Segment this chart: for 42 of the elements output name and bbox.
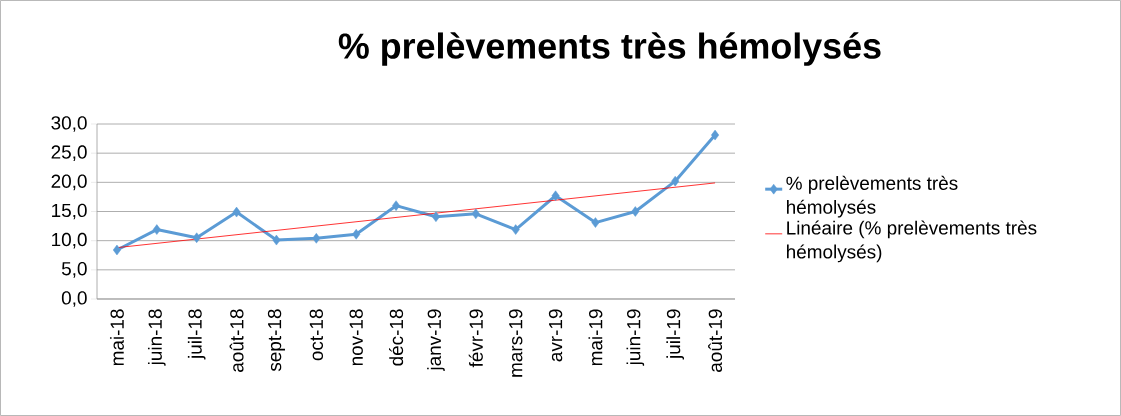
point	[392, 200, 401, 211]
x-tick-label: déc-18	[389, 309, 404, 366]
point	[431, 211, 440, 222]
x-tick-label: août-18	[229, 309, 244, 372]
point	[711, 129, 720, 141]
y-tick-label: 10,0	[52, 232, 87, 249]
x-tick-label: juil-19	[666, 309, 685, 360]
point	[352, 229, 361, 240]
legend-label: % prelèvements très hémolysés	[786, 175, 958, 218]
x-tick-label: juin-19	[626, 309, 645, 366]
y-tick-label: 20,0	[51, 174, 87, 191]
point	[631, 206, 640, 217]
x-tick-label: mai-18	[109, 309, 124, 366]
point	[152, 224, 161, 235]
x-tick-label: févr-19	[468, 309, 483, 368]
y-tick-label: 25,0	[51, 145, 87, 161]
x-tick-label: mai-19	[588, 309, 603, 366]
chart-title: % prelèvements très hémolysés	[338, 32, 881, 66]
point	[192, 232, 201, 243]
x-tick-label: mars-19	[508, 309, 523, 377]
y-tick-label: 5,0	[61, 262, 87, 278]
y-tick-label: 0,0	[61, 291, 87, 307]
point	[471, 208, 480, 220]
x-tick-label: août-19	[708, 309, 723, 372]
point	[312, 233, 321, 244]
x-tick-label: avr-19	[548, 309, 563, 362]
y-tick-label: 15,0	[52, 203, 87, 220]
x-tick-label: sept-18	[267, 309, 286, 372]
y-tick-label: 30,0	[51, 116, 87, 132]
x-tick-label: janv-19	[427, 309, 445, 372]
legend-label: Linéaire (% prelèvements très hémolysés)	[787, 220, 1037, 263]
point	[272, 234, 281, 246]
point	[671, 175, 680, 187]
point	[591, 217, 600, 228]
x-tick-label: juil-18	[187, 309, 206, 360]
x-tick-label: oct-18	[309, 309, 324, 361]
x-tick-label: juin-18	[147, 309, 166, 366]
point	[112, 244, 121, 256]
point	[511, 224, 520, 235]
point	[551, 190, 560, 201]
point	[232, 206, 241, 218]
x-tick-label: nov-18	[349, 309, 363, 366]
